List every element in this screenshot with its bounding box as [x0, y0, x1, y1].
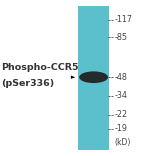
- Text: (pSer336): (pSer336): [2, 79, 55, 88]
- Text: -19: -19: [115, 124, 128, 133]
- Text: -48: -48: [115, 73, 128, 82]
- Ellipse shape: [79, 71, 108, 83]
- Text: -117: -117: [115, 15, 133, 24]
- Bar: [78, 6, 109, 150]
- Text: -85: -85: [115, 33, 128, 42]
- Text: -22: -22: [115, 110, 128, 119]
- Text: Phospho-CCR5: Phospho-CCR5: [2, 63, 79, 72]
- Text: (kD): (kD): [115, 138, 131, 147]
- Text: -34: -34: [115, 91, 128, 100]
